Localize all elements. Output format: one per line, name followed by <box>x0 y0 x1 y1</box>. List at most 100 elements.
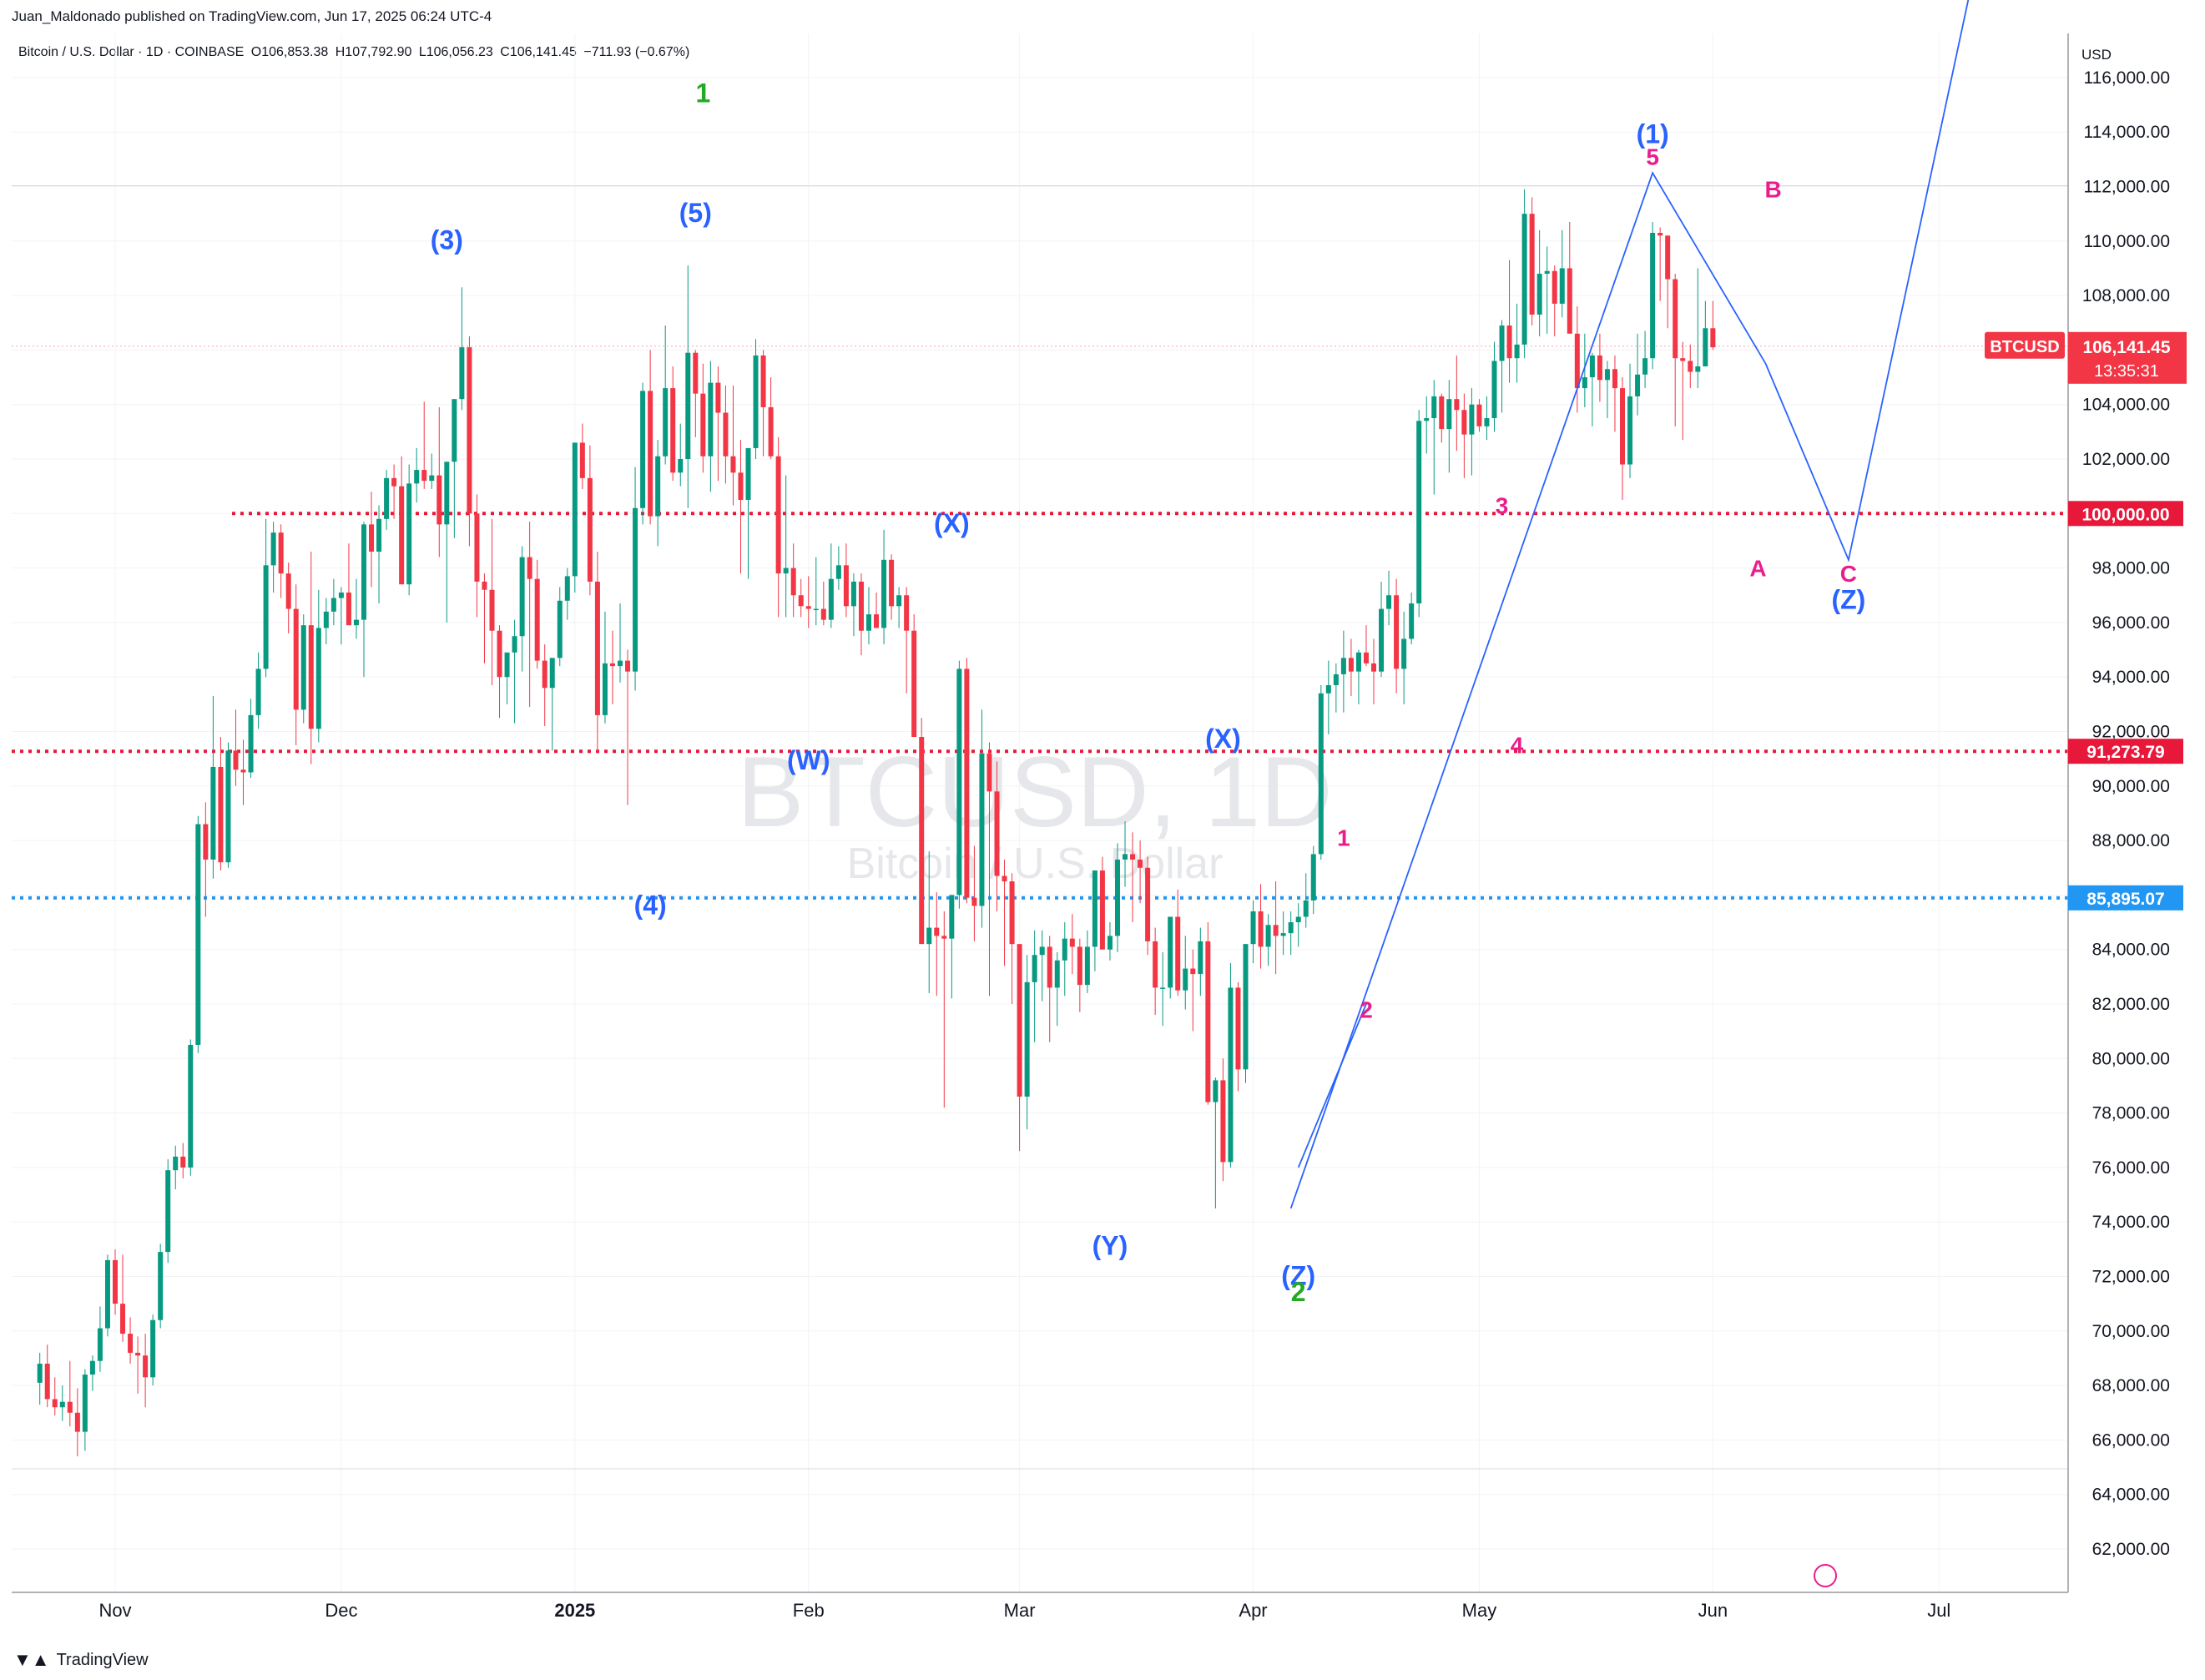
candle <box>1333 663 1339 713</box>
last-price-tag-bg <box>2068 331 2187 384</box>
candle-body <box>248 714 254 773</box>
candle-body <box>113 1259 118 1304</box>
candle-body <box>941 936 947 939</box>
candle-body <box>1280 933 1286 936</box>
candle-body <box>143 1355 149 1378</box>
candle <box>1409 592 1415 645</box>
candle-body <box>203 824 209 860</box>
candle-body <box>1680 358 1686 361</box>
wave-projection-line <box>1289 0 1970 1209</box>
candle <box>1325 660 1331 734</box>
candle <box>889 554 895 620</box>
price-tick-label: 72,000.00 <box>2092 1268 2170 1287</box>
time-tick-label: 2025 <box>554 1600 595 1621</box>
candle-body <box>1303 900 1309 917</box>
candle <box>482 573 487 663</box>
candle <box>203 802 209 917</box>
candle <box>1401 611 1407 704</box>
candle <box>113 1249 118 1315</box>
candle <box>1084 930 1090 993</box>
candle <box>956 660 962 909</box>
candle <box>429 453 435 489</box>
candle-body <box>1002 875 1007 882</box>
candle-body <box>572 442 578 577</box>
ohlc-change: −711.93 (−0.67%) <box>583 45 690 59</box>
candle-body <box>820 608 826 620</box>
candle-body <box>1371 663 1377 672</box>
level-price-tag: 91,273.79 <box>2068 739 2183 764</box>
candle-body <box>633 507 638 672</box>
candle-body <box>994 791 1000 876</box>
candle <box>1303 873 1309 928</box>
candle <box>323 598 329 645</box>
candle <box>1680 341 1686 441</box>
candle-body <box>1439 396 1445 430</box>
candle <box>1612 355 1617 432</box>
candle <box>542 644 547 726</box>
candle-body <box>1431 396 1437 419</box>
candle-body <box>813 608 819 611</box>
time-tick-label: Apr <box>1239 1600 1267 1621</box>
candle <box>602 611 608 724</box>
candle <box>346 543 351 626</box>
candle <box>459 287 465 411</box>
candle-body <box>82 1375 88 1432</box>
wave-label: 1 <box>1337 825 1350 851</box>
candle-body <box>1220 1080 1226 1163</box>
candle <box>218 737 224 871</box>
candle-body <box>278 532 284 574</box>
candle-body <box>850 581 856 607</box>
tradingview-logo[interactable]: ▼▲ TradingView <box>13 1649 149 1671</box>
candle-body <box>1183 968 1188 991</box>
candle <box>926 851 932 993</box>
candle <box>1318 684 1324 860</box>
level-price-tag: 85,895.07 <box>2068 885 2183 911</box>
candle-body <box>1506 325 1512 359</box>
candle-body <box>1123 854 1128 860</box>
time-tick-label: Feb <box>793 1600 825 1621</box>
candle <box>1529 197 1535 326</box>
candle <box>964 658 970 904</box>
candle <box>835 546 841 590</box>
candle <box>1123 821 1128 887</box>
candle-body <box>730 456 736 473</box>
candle-body <box>1695 366 1701 372</box>
candle <box>1446 380 1452 473</box>
candle-body <box>738 472 744 500</box>
candle <box>474 494 480 618</box>
candle-body <box>1424 418 1430 421</box>
candle-body <box>594 581 600 715</box>
candle-body <box>315 628 321 729</box>
wave-label: B <box>1764 177 1781 203</box>
candle <box>1114 843 1120 952</box>
candle <box>1673 273 1678 426</box>
candle-body <box>128 1334 134 1353</box>
wave-label: (Z) <box>1831 585 1865 615</box>
candle <box>1168 916 1173 999</box>
price-tick-label: 108,000.00 <box>2082 286 2170 305</box>
price-tick-label: 104,000.00 <box>2082 396 2170 415</box>
candle <box>618 603 623 683</box>
candle-body <box>1559 268 1565 304</box>
candle-body <box>1160 987 1166 989</box>
candle <box>745 447 751 579</box>
candle-body <box>1597 355 1602 381</box>
watermark-description: Bitcoin / U.S. Dollar <box>847 840 1224 888</box>
wave-label: (4) <box>634 890 667 920</box>
price-tick-label: 94,000.00 <box>2092 668 2170 687</box>
wave-label: C <box>1840 561 1857 587</box>
candle-body <box>1521 214 1527 345</box>
candle-body <box>1567 268 1572 334</box>
candle-body <box>1039 946 1045 956</box>
candle-body <box>1114 859 1120 936</box>
price-tick-label: 68,000.00 <box>2092 1376 2170 1395</box>
candle-body <box>926 927 932 945</box>
candle-body <box>300 625 306 710</box>
candle-body <box>1491 361 1497 419</box>
candle-body <box>911 630 917 738</box>
time-tick-label: May <box>1462 1600 1497 1621</box>
candle <box>1416 410 1422 618</box>
candle-body <box>233 750 239 770</box>
candle <box>753 339 759 459</box>
